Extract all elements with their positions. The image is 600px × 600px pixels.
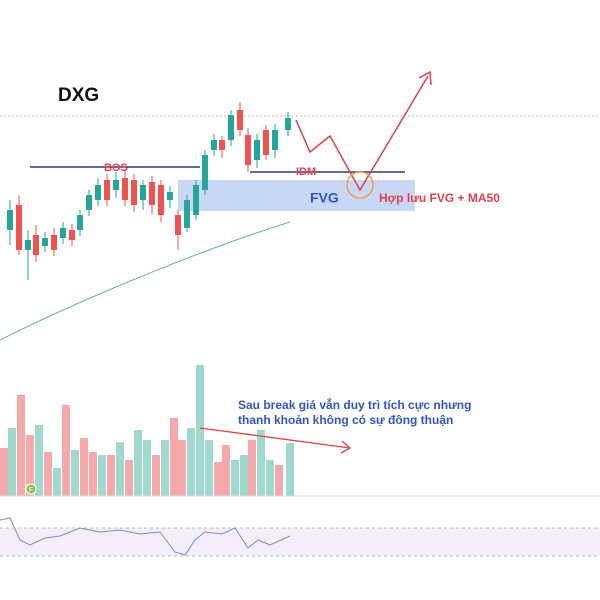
volume-bar [222, 445, 230, 496]
idm-label: IDM [296, 166, 316, 178]
rsi-band [0, 528, 600, 556]
volume-bar [80, 438, 88, 496]
volume-bar [240, 455, 248, 496]
volume-bar [116, 442, 124, 496]
ticker: DXG [58, 85, 99, 106]
volume-bar [71, 450, 79, 496]
candle-body [69, 230, 75, 240]
marker-circle [25, 483, 37, 495]
volume-bar [107, 455, 115, 496]
volume-bar [205, 440, 213, 496]
candle-body [86, 195, 92, 210]
arrow-head [418, 70, 432, 86]
candle-body [16, 205, 22, 250]
volume-bar [125, 460, 133, 496]
volume-bar [53, 468, 61, 496]
candle-body [149, 182, 155, 205]
candle-body [245, 135, 251, 165]
volume-bar [161, 440, 169, 496]
candle-body [51, 235, 57, 250]
volume-bar [196, 365, 204, 496]
candle-body [122, 178, 128, 200]
candle-body [131, 180, 137, 205]
candle-body [228, 115, 234, 140]
volume-bar [35, 425, 43, 496]
volume-bar [143, 440, 151, 496]
candle-body [211, 140, 217, 150]
marker-label: F [29, 487, 33, 494]
ma50-line [0, 221, 291, 341]
volume-bar [275, 465, 283, 496]
candle-body [60, 228, 66, 238]
candle-body [285, 118, 291, 130]
volume-note-2: thanh khoản không có sự đồng thuận [238, 413, 453, 427]
candle-body [113, 180, 119, 190]
candle-body [272, 130, 278, 150]
candle-body [158, 185, 164, 215]
volume-bar [0, 448, 8, 496]
volume-note-1: Sau break giá vẫn duy trì tích cực nhưng [238, 397, 471, 412]
candle-body [175, 215, 181, 235]
volume-bar [178, 440, 186, 496]
volume-bar [26, 435, 34, 496]
confluence-label: Hợp lưu FVG + MA50 [379, 191, 500, 205]
bos-label: BOS [104, 162, 128, 174]
volume-bar [266, 460, 274, 496]
candle-body [219, 140, 225, 150]
candle-body [33, 235, 39, 255]
volume-bar [187, 428, 195, 496]
candle-body [7, 210, 13, 230]
candles [7, 102, 291, 280]
confluence-circle [346, 171, 374, 199]
volume-bar [214, 462, 222, 496]
fvg-label: FVG [310, 190, 339, 206]
candle-body [193, 185, 199, 215]
candle-body [202, 155, 208, 190]
volume-bar [257, 430, 265, 496]
volume-bar [248, 440, 256, 496]
candle-body [95, 185, 101, 200]
volume-arrow [199, 427, 352, 454]
volume-bar [89, 452, 97, 496]
volume-bar [231, 460, 239, 496]
candle-body [263, 130, 269, 155]
candle-body [104, 180, 110, 200]
volume-bar [170, 418, 178, 496]
volume-bar [98, 455, 106, 496]
volume-bar [44, 452, 52, 496]
candle-body [167, 192, 173, 200]
candle-body [184, 200, 190, 228]
volume-bar [134, 430, 142, 496]
candle-body [237, 110, 243, 130]
volume-bar [152, 455, 160, 496]
volume-bar [62, 405, 70, 496]
volume-bar [8, 428, 16, 496]
volume-bar [17, 395, 25, 496]
candle-body [140, 185, 146, 200]
candle-body [42, 238, 48, 246]
fvg-zone [178, 180, 415, 211]
candle-body [254, 140, 260, 160]
volume-bar [286, 443, 294, 496]
rsi-line [0, 517, 291, 556]
volume-bars [0, 365, 294, 496]
candle-body [25, 240, 31, 250]
candle-body [77, 215, 83, 230]
projection-arrow [295, 75, 429, 192]
